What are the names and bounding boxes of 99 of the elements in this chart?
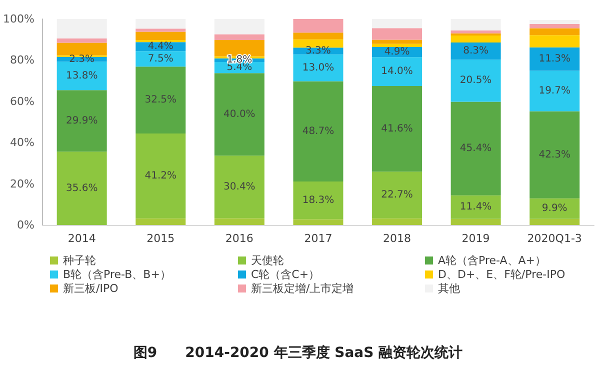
bar — [136, 28, 186, 32]
data-label: 20.5% — [460, 75, 492, 86]
legend-label: 新三板/IPO — [63, 282, 119, 295]
bar — [56, 42, 107, 56]
bar — [450, 218, 501, 225]
x-tick-label: 2015 — [146, 232, 175, 245]
y-tick-label: 80% — [10, 54, 34, 67]
bar — [293, 32, 344, 40]
y-tick-label: 40% — [10, 136, 34, 150]
bar — [372, 19, 422, 28]
bar — [56, 90, 107, 152]
x-tick-label: 2014 — [68, 232, 96, 245]
bar — [136, 51, 186, 67]
data-label: 40.0% — [224, 108, 256, 120]
text: 图9 2014-2020 年三季度 SaaS 融资轮次统计 — [133, 344, 463, 361]
x-tick-label: 2018 — [383, 232, 412, 245]
data-label: 29.9% — [66, 115, 98, 126]
bar — [293, 182, 344, 220]
data-label: 22.7% — [381, 190, 413, 201]
bar — [530, 35, 580, 48]
legend-label: 其他 — [438, 282, 460, 295]
bar — [372, 40, 422, 44]
legend-label: 新三板定增/上市定增 — [251, 282, 354, 295]
bar — [214, 34, 264, 40]
data-label: 11.4% — [460, 202, 492, 213]
y-tick-label: 0% — [16, 218, 34, 232]
bar — [293, 54, 344, 82]
bar — [372, 57, 422, 86]
bar — [136, 66, 186, 134]
bar — [372, 44, 422, 48]
data-label: 3.3% — [306, 46, 331, 57]
bar — [450, 30, 501, 34]
bar — [214, 73, 264, 156]
data-label: 32.5% — [144, 94, 177, 106]
data-label: 13.8% — [66, 70, 98, 82]
bar — [214, 40, 264, 56]
data-label: 4.4% — [148, 41, 174, 52]
bar — [293, 19, 344, 33]
legend-label: A轮（含Pre-A、A+） — [438, 254, 546, 267]
bar — [293, 219, 344, 225]
bar — [293, 39, 344, 48]
data-label: 14.0% — [381, 66, 413, 78]
legend-label: 种子轮 — [63, 254, 96, 267]
data-label: 9.9% — [542, 203, 568, 214]
x-tick-label: 2020Q1-3 — [527, 232, 582, 245]
bar — [450, 35, 501, 42]
bar — [136, 134, 186, 218]
data-label: 7.5% — [148, 53, 174, 64]
legend-label: C轮（含C+） — [251, 268, 320, 281]
data-label: 19.7% — [538, 85, 570, 96]
legend-label: B轮（含Pre-B、B+） — [63, 268, 171, 281]
data-label: 41.6% — [381, 123, 413, 134]
bar — [530, 198, 580, 219]
bar — [372, 172, 422, 218]
data-label: 48.7% — [302, 126, 334, 137]
data-label: 11.3% — [538, 54, 570, 65]
bar — [56, 38, 107, 43]
bar — [450, 19, 501, 30]
bar — [530, 47, 580, 71]
bar — [56, 152, 107, 225]
bar — [530, 24, 580, 28]
bar — [530, 28, 580, 36]
data-label: 18.3% — [302, 194, 334, 206]
bar — [530, 111, 580, 198]
bar — [372, 86, 422, 172]
bar — [214, 19, 264, 34]
bar — [214, 218, 264, 225]
bar — [530, 218, 580, 225]
bar — [136, 218, 186, 225]
legend-label: D、D+、E、F轮/Pre-IPO — [438, 268, 566, 281]
x-tick-label: 2017 — [304, 232, 332, 245]
bar — [56, 19, 107, 38]
bar — [136, 19, 186, 29]
bar — [293, 81, 344, 182]
bar — [214, 156, 264, 218]
bar — [136, 32, 186, 40]
y-tick-label: 100% — [2, 12, 34, 26]
bar — [372, 218, 422, 225]
data-label: 30.4% — [224, 181, 256, 192]
data-label: 41.2% — [144, 170, 177, 182]
data-label: 13.0% — [302, 62, 334, 74]
bar — [530, 20, 580, 24]
x-tick-label: 2019 — [462, 232, 490, 245]
y-tick-label: 20% — [10, 177, 34, 190]
data-label: 8.3% — [463, 46, 489, 57]
data-label: 42.3% — [538, 149, 570, 160]
bar — [372, 28, 422, 40]
bar — [450, 102, 501, 196]
bar — [530, 70, 580, 112]
y-tick-label: 60% — [10, 94, 34, 108]
data-label: 35.6% — [66, 182, 98, 194]
bar — [450, 60, 501, 102]
x-tick-label: 2016 — [225, 232, 254, 245]
bar — [450, 195, 501, 219]
data-label: 45.4% — [460, 143, 492, 154]
legend-label: 天使轮 — [251, 254, 284, 267]
bar — [56, 62, 107, 90]
data-label: 4.9% — [384, 46, 410, 58]
data-label: 2.3% — [69, 54, 95, 65]
